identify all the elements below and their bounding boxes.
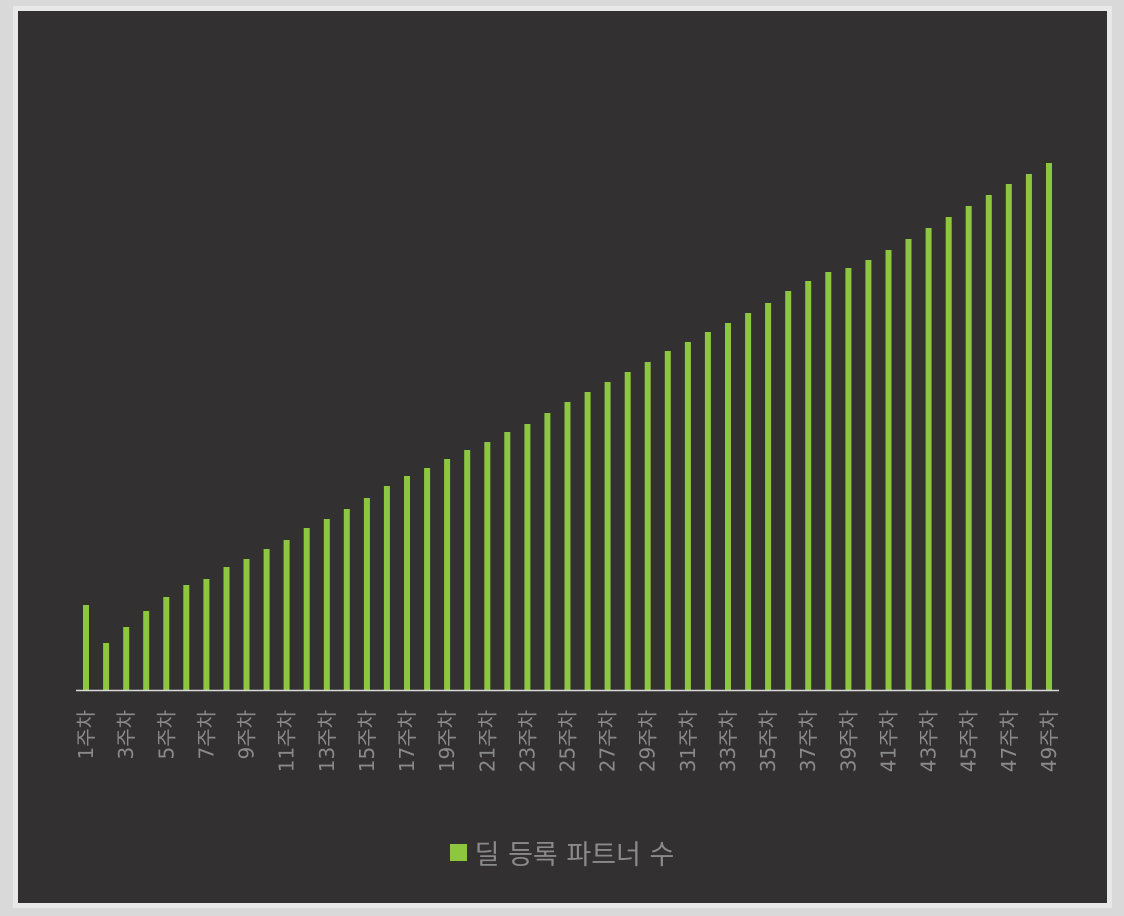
x-tick-label: 11주차 (275, 710, 299, 772)
legend-swatch (449, 843, 467, 861)
bar-6주차 (183, 585, 190, 690)
legend-label: 딜 등록 파트너 수 (474, 839, 675, 871)
x-tick-label: 19주차 (435, 710, 459, 772)
x-tick-label: 23주차 (515, 710, 539, 772)
bar-1주차 (83, 605, 89, 690)
bar-34주차 (745, 313, 752, 690)
x-tick-label: 9주차 (235, 710, 259, 760)
bar-20주차 (464, 450, 471, 690)
bar-4주차 (143, 611, 150, 690)
bar-18주차 (424, 468, 431, 690)
bar-49주차 (1046, 163, 1052, 690)
bar-9주차 (243, 559, 250, 690)
bar-44주차 (945, 217, 952, 690)
bar-23주차 (524, 424, 531, 690)
bar-27주차 (604, 382, 611, 690)
x-tick-label: 43주차 (917, 710, 941, 772)
bar-22주차 (504, 432, 511, 690)
legend: 딜 등록 파트너 수 (0, 832, 1124, 872)
bar-16주차 (383, 486, 390, 690)
bar-17주차 (404, 476, 410, 690)
bar-3주차 (123, 627, 130, 690)
bar-5주차 (163, 597, 170, 690)
bar-43주차 (925, 228, 932, 690)
x-tick-label: 17주차 (395, 710, 419, 772)
bar-32주차 (704, 332, 711, 690)
bar-7주차 (203, 579, 210, 690)
x-tick-label: 33주차 (716, 710, 740, 772)
bar-8주차 (223, 567, 230, 690)
bar-19주차 (444, 459, 451, 690)
bar-15주차 (363, 498, 370, 690)
bar-31주차 (684, 342, 691, 690)
x-tick-label: 27주차 (596, 710, 620, 772)
bar-28주차 (624, 372, 631, 690)
bar-10주차 (263, 549, 270, 690)
bar-33주차 (725, 323, 731, 690)
bar-36주차 (785, 291, 792, 690)
bars-group (83, 163, 1052, 690)
x-tick-label: 21주차 (475, 710, 499, 772)
x-tick-label: 13주차 (315, 710, 339, 772)
x-tick-label: 41주차 (877, 710, 901, 772)
x-tick-label: 35주차 (756, 710, 780, 772)
x-tick-label: 1주차 (74, 710, 98, 760)
bar-39주차 (845, 268, 852, 690)
x-tick-label: 45주차 (957, 710, 981, 772)
x-tick-label: 15주차 (355, 710, 379, 772)
bar-26주차 (584, 392, 591, 690)
x-tick-label: 39주차 (836, 710, 860, 772)
bar-35주차 (765, 303, 772, 690)
bar-40주차 (865, 260, 872, 690)
x-tick-label: 29주차 (636, 710, 660, 772)
bar-46주차 (985, 195, 992, 690)
bar-45주차 (965, 206, 972, 690)
bar-42주차 (905, 239, 912, 690)
x-tick-label: 5주차 (154, 710, 178, 760)
x-tick-label: 31주차 (676, 710, 700, 772)
x-tick-label: 47주차 (997, 710, 1021, 772)
x-tick-label: 7주차 (194, 710, 218, 760)
x-tick-label: 3주차 (114, 710, 138, 760)
bar-47주차 (1005, 184, 1012, 690)
bar-29주차 (644, 362, 651, 690)
bar-30주차 (664, 351, 671, 690)
bar-2주차 (103, 643, 110, 690)
bar-21주차 (484, 442, 491, 690)
x-tick-labels: 1주차 3주차 5주차 7주차 9주차 11주차 13주차 15주차 17주차 19주차 21주차 2… (74, 710, 1061, 772)
bar-48주차 (1025, 174, 1032, 690)
bar-38주차 (825, 272, 832, 690)
bar-11주차 (283, 540, 290, 690)
bar-41주차 (885, 250, 892, 690)
x-tick-label: 37주차 (796, 710, 820, 772)
x-tick-label: 49주차 (1037, 710, 1061, 772)
x-tick-label: 25주차 (556, 710, 580, 772)
bar-12주차 (303, 528, 310, 690)
bar-13주차 (323, 519, 330, 690)
bar-25주차 (564, 402, 571, 690)
bar-37주차 (805, 281, 812, 690)
bar-14주차 (343, 509, 350, 690)
bar-24주차 (544, 413, 551, 690)
